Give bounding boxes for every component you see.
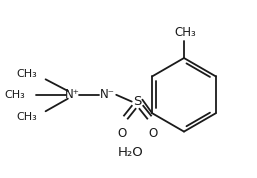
Text: N⁻: N⁻ xyxy=(100,88,115,101)
Text: CH₃: CH₃ xyxy=(16,112,37,122)
Text: N⁺: N⁺ xyxy=(65,88,80,101)
Text: CH₃: CH₃ xyxy=(16,69,37,78)
Text: O: O xyxy=(148,127,158,140)
Text: H₂O: H₂O xyxy=(118,146,144,159)
Text: S: S xyxy=(133,95,142,108)
Text: O: O xyxy=(117,127,127,140)
Text: CH₃: CH₃ xyxy=(5,90,25,100)
Text: CH₃: CH₃ xyxy=(174,26,196,39)
